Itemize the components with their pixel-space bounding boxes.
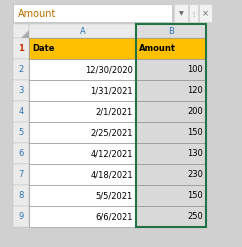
Text: ⋮: ⋮ — [190, 12, 197, 17]
Bar — [29, 122, 136, 143]
Bar — [29, 38, 136, 59]
Text: 6: 6 — [18, 149, 24, 158]
Text: 2: 2 — [18, 65, 24, 74]
Bar — [13, 185, 29, 206]
Bar — [136, 143, 206, 164]
Text: A: A — [80, 26, 85, 36]
Text: 4/18/2021: 4/18/2021 — [90, 170, 133, 179]
Polygon shape — [22, 31, 29, 38]
Bar — [13, 164, 29, 185]
Bar — [13, 24, 29, 38]
Bar — [136, 185, 206, 206]
Bar — [29, 101, 136, 122]
Text: B: B — [168, 26, 174, 36]
Text: 4: 4 — [18, 107, 24, 116]
Bar — [13, 101, 29, 122]
Bar — [189, 4, 198, 22]
Text: 8: 8 — [18, 191, 24, 200]
Bar — [29, 24, 136, 38]
Text: 5/5/2021: 5/5/2021 — [96, 191, 133, 200]
Text: 6/6/2021: 6/6/2021 — [96, 212, 133, 221]
Text: 4/12/2021: 4/12/2021 — [91, 149, 133, 158]
Text: 120: 120 — [187, 86, 203, 95]
Bar — [29, 164, 136, 185]
Bar — [13, 38, 29, 59]
Bar — [136, 101, 206, 122]
Text: 12/30/2020: 12/30/2020 — [85, 65, 133, 74]
Bar — [29, 59, 136, 80]
Bar — [13, 143, 29, 164]
Text: 150: 150 — [187, 191, 203, 200]
Text: 7: 7 — [18, 170, 24, 179]
Bar — [136, 206, 206, 227]
Bar — [29, 206, 136, 227]
Bar — [136, 24, 206, 38]
Text: Amount: Amount — [18, 9, 56, 19]
Bar — [136, 38, 206, 59]
Bar — [136, 24, 206, 227]
Bar — [136, 80, 206, 101]
Text: 2/1/2021: 2/1/2021 — [96, 107, 133, 116]
Bar — [136, 59, 206, 80]
Text: 150: 150 — [187, 128, 203, 137]
Bar — [13, 4, 172, 22]
Text: Date: Date — [32, 44, 54, 53]
Text: 250: 250 — [187, 212, 203, 221]
Bar — [29, 143, 136, 164]
Text: 1: 1 — [18, 44, 24, 53]
Bar — [174, 4, 188, 22]
Bar — [29, 185, 136, 206]
Text: 2/25/2021: 2/25/2021 — [91, 128, 133, 137]
Text: 3: 3 — [18, 86, 24, 95]
Text: 5: 5 — [18, 128, 24, 137]
Bar — [13, 122, 29, 143]
Bar — [13, 206, 29, 227]
Bar — [13, 59, 29, 80]
Text: 230: 230 — [187, 170, 203, 179]
Text: 100: 100 — [187, 65, 203, 74]
Bar — [136, 164, 206, 185]
Text: 1/31/2021: 1/31/2021 — [90, 86, 133, 95]
Text: 200: 200 — [187, 107, 203, 116]
Text: ×: × — [202, 9, 209, 19]
Bar — [29, 80, 136, 101]
Bar — [13, 80, 29, 101]
Text: ▼: ▼ — [179, 12, 183, 17]
Text: Amount: Amount — [139, 44, 176, 53]
Text: 130: 130 — [187, 149, 203, 158]
Bar — [136, 122, 206, 143]
Text: 9: 9 — [18, 212, 24, 221]
Bar — [199, 4, 212, 22]
